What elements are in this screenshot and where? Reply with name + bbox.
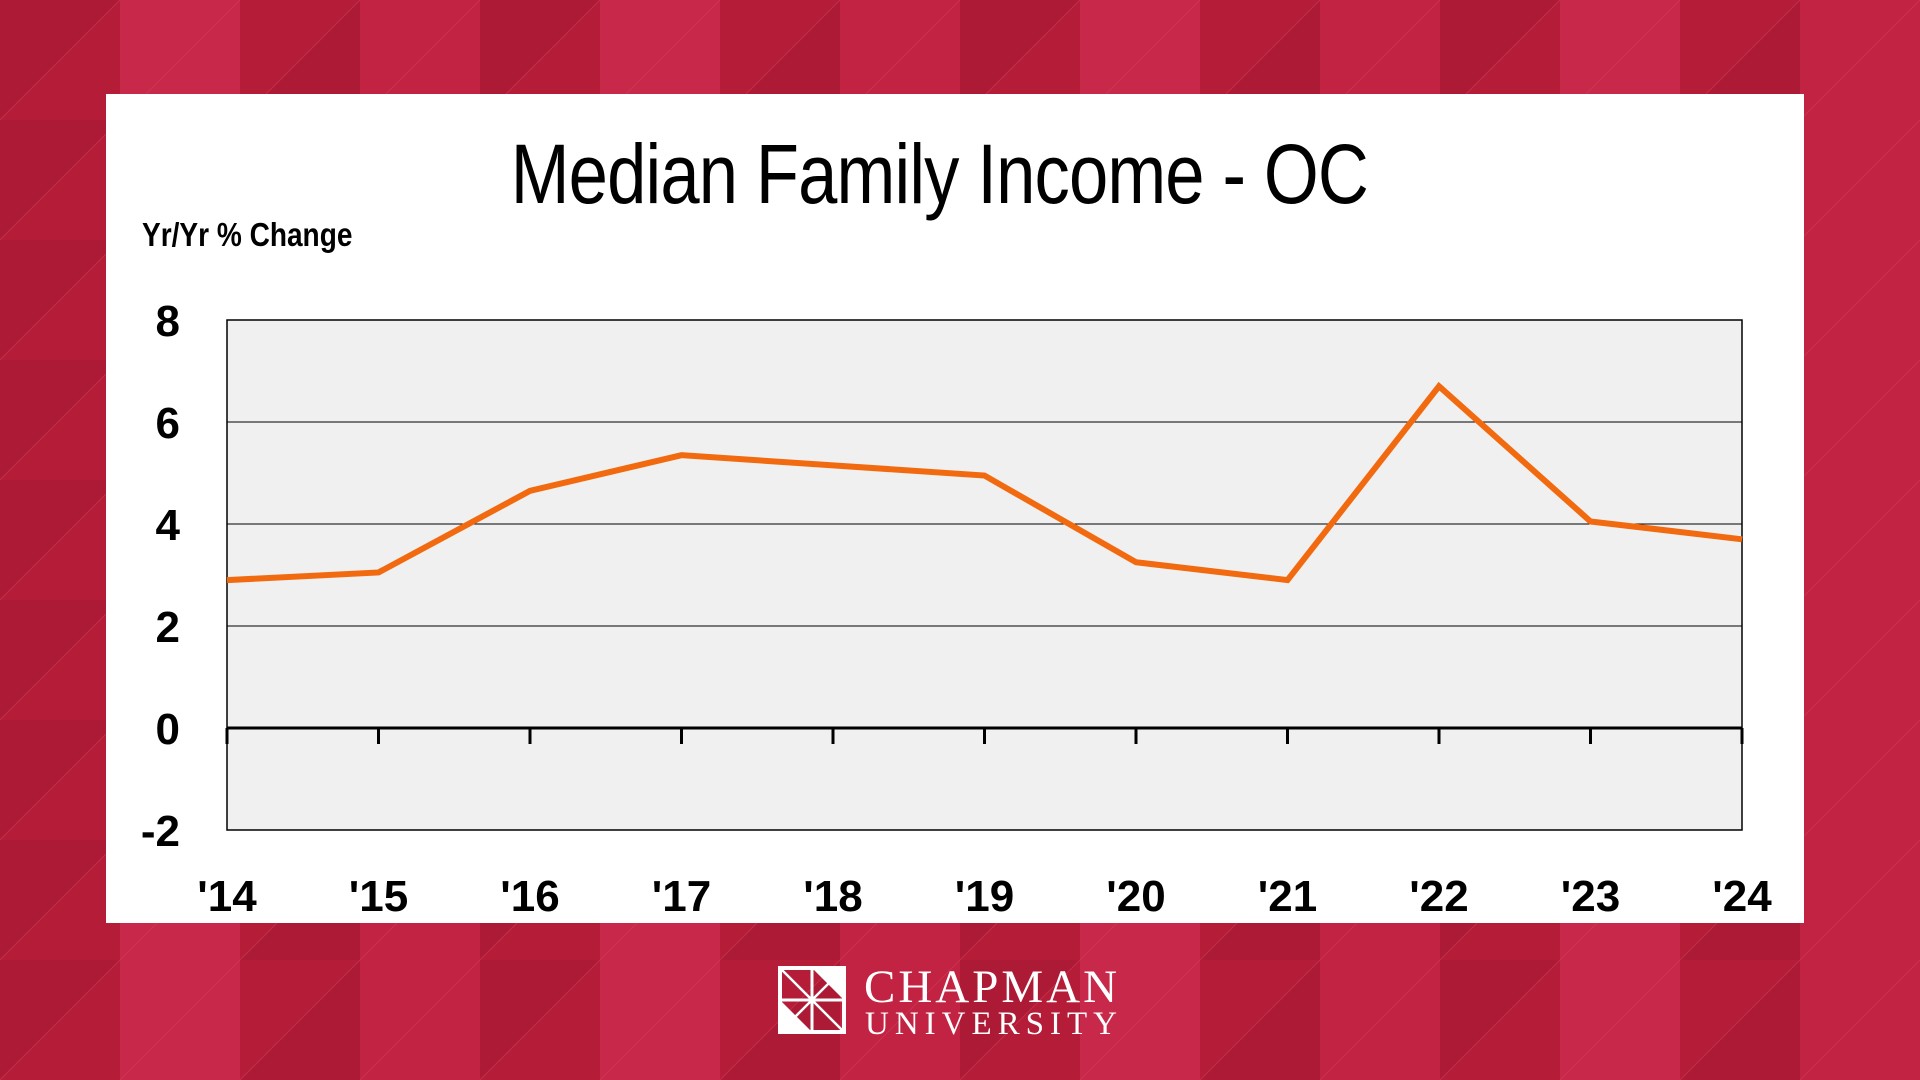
plot-area bbox=[226, 319, 1743, 831]
x-tick-label: '19 bbox=[955, 872, 1014, 921]
bg-tile-line bbox=[119, 959, 241, 1080]
bg-tile-line bbox=[0, 119, 121, 241]
y-tick-label: 8 bbox=[156, 297, 180, 346]
bg-tile-line bbox=[0, 0, 121, 121]
bg-tile-line bbox=[1679, 959, 1801, 1080]
bg-tile-line bbox=[0, 959, 121, 1080]
y-tick-label: 4 bbox=[156, 501, 181, 550]
bg-tile-line bbox=[0, 719, 121, 841]
x-tick-label: '15 bbox=[349, 872, 408, 921]
y-tick-label: 6 bbox=[156, 399, 180, 448]
chart-title: Median Family Income - OC bbox=[510, 127, 1369, 221]
x-tick-label: '16 bbox=[500, 872, 559, 921]
bg-tile-line bbox=[1079, 959, 1201, 1080]
bg-tile-line bbox=[1439, 959, 1561, 1080]
chapman-window-icon bbox=[778, 966, 846, 1034]
bg-tile-line bbox=[1559, 959, 1681, 1080]
logo-wordmark-line1: CHAPMAN bbox=[864, 961, 1121, 1013]
y-tick-label: 2 bbox=[156, 603, 180, 652]
x-tick-label: '17 bbox=[652, 872, 711, 921]
x-tick-label: '22 bbox=[1409, 872, 1468, 921]
bg-tile-line bbox=[839, 959, 961, 1080]
bg-tile-line bbox=[1799, 479, 1920, 601]
x-tick-label: '20 bbox=[1106, 872, 1165, 921]
y-tick-label: 0 bbox=[156, 705, 180, 754]
bg-tile-line bbox=[0, 479, 121, 601]
bg-tile-line bbox=[479, 959, 601, 1080]
x-tick-label: '21 bbox=[1258, 872, 1317, 921]
chapman-logo: CHAPMAN UNIVERSITY bbox=[778, 962, 1148, 1042]
bg-tile-line bbox=[0, 239, 121, 361]
bg-tile-line bbox=[599, 959, 721, 1080]
bg-tile-line bbox=[959, 959, 1081, 1080]
y-axis-title: Yr/Yr % Change bbox=[142, 216, 353, 253]
bg-tile-line bbox=[1799, 359, 1920, 481]
bg-tile-line bbox=[1319, 959, 1441, 1080]
bg-tile-line bbox=[1799, 599, 1920, 721]
bg-tile-line bbox=[1799, 239, 1920, 361]
y-tick-label: -2 bbox=[141, 807, 180, 856]
bg-tile-line bbox=[1799, 0, 1920, 121]
x-tick-label: '14 bbox=[197, 872, 257, 921]
bg-tile-line bbox=[1799, 959, 1920, 1080]
line-chart: 8 6 4 2 0 -2 '14 '15 '16 '17 '18 '19 '20 '21 '22 '23 '24 bbox=[141, 297, 1772, 921]
bg-tile-line bbox=[0, 359, 121, 481]
bg-tile-line bbox=[1199, 959, 1321, 1080]
bg-tile-line bbox=[359, 959, 481, 1080]
bg-tile-line bbox=[239, 959, 361, 1080]
x-tick-label: '23 bbox=[1561, 872, 1620, 921]
bg-tile-line bbox=[1799, 719, 1920, 841]
bg-tile-line bbox=[1799, 839, 1920, 961]
bg-tile-line bbox=[0, 839, 121, 961]
bg-tile-line bbox=[0, 599, 121, 721]
x-tick-label: '24 bbox=[1712, 872, 1772, 921]
chart-panel: Median Family Income - OC Yr/Yr % Change… bbox=[106, 94, 1804, 923]
logo-wordmark-line2: UNIVERSITY bbox=[865, 1006, 1123, 1042]
bg-tile-line bbox=[1799, 119, 1920, 241]
x-tick-label: '18 bbox=[803, 872, 862, 921]
